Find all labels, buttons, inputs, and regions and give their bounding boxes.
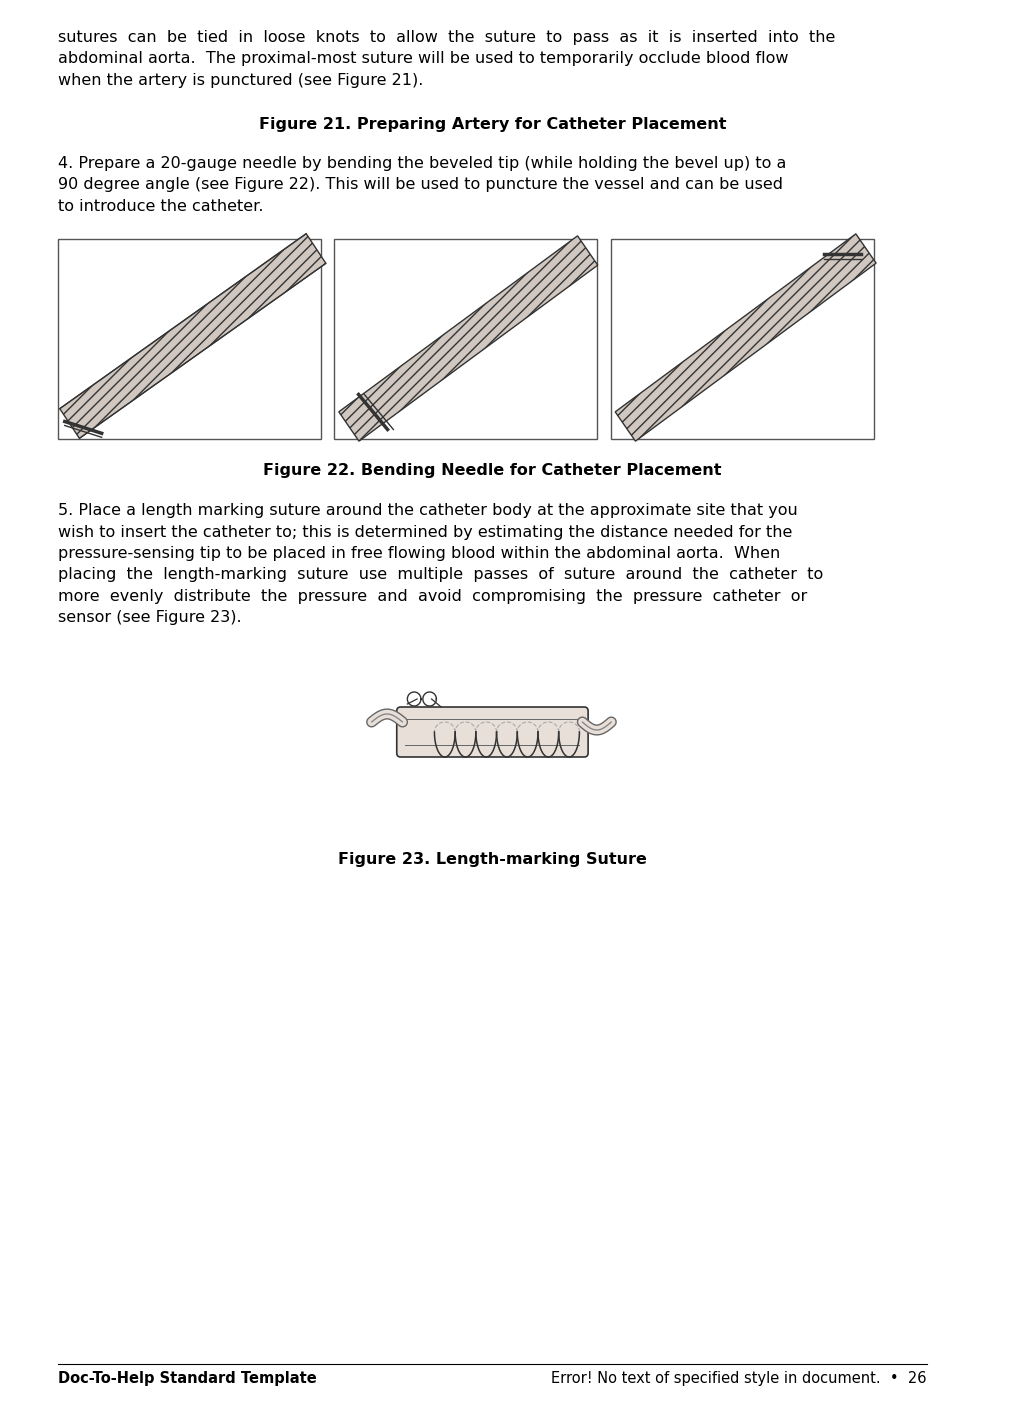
Polygon shape [338,236,598,441]
Text: abdominal aorta.  The proximal-most suture will be used to temporarily occlude b: abdominal aorta. The proximal-most sutur… [58,51,789,67]
Polygon shape [615,234,876,441]
Polygon shape [60,234,326,438]
Bar [58,238,321,438]
Text: Figure 22. Bending Needle for Catheter Placement: Figure 22. Bending Needle for Catheter P… [263,464,721,478]
Text: Figure 21. Preparing Artery for Catheter Placement: Figure 21. Preparing Artery for Catheter… [259,116,727,132]
Bar [334,238,597,438]
Text: 90 degree angle (see Figure 22). This will be used to puncture the vessel and ca: 90 degree angle (see Figure 22). This wi… [58,177,783,193]
Bar [610,238,873,438]
Text: when the artery is punctured (see Figure 21).: when the artery is punctured (see Figure… [58,72,423,88]
Text: wish to insert the catheter to; this is determined by estimating the distance ne: wish to insert the catheter to; this is … [58,525,793,539]
Text: placing  the  length-marking  suture  use  multiple  passes  of  suture  around : placing the length-marking suture use mu… [58,568,823,583]
Text: sutures  can  be  tied  in  loose  knots  to  allow  the  suture  to  pass  as  : sutures can be tied in loose knots to al… [58,30,836,45]
Text: 4. Prepare a 20-gauge needle by bending the beveled tip (while holding the bevel: 4. Prepare a 20-gauge needle by bending … [58,156,787,172]
Text: Doc-To-Help Standard Template: Doc-To-Help Standard Template [58,1371,317,1386]
FancyBboxPatch shape [396,707,588,756]
Text: Figure 23. Length-marking Suture: Figure 23. Length-marking Suture [338,851,647,867]
Text: 5. Place a length marking suture around the catheter body at the approximate sit: 5. Place a length marking suture around … [58,502,798,518]
Text: to introduce the catheter.: to introduce the catheter. [58,199,264,214]
Text: pressure-sensing tip to be placed in free flowing blood within the abdominal aor: pressure-sensing tip to be placed in fre… [58,546,781,561]
Text: Error! No text of specified style in document.  •  26: Error! No text of specified style in doc… [551,1371,927,1386]
Text: more  evenly  distribute  the  pressure  and  avoid  compromising  the  pressure: more evenly distribute the pressure and … [58,589,807,604]
Text: sensor (see Figure 23).: sensor (see Figure 23). [58,610,242,626]
